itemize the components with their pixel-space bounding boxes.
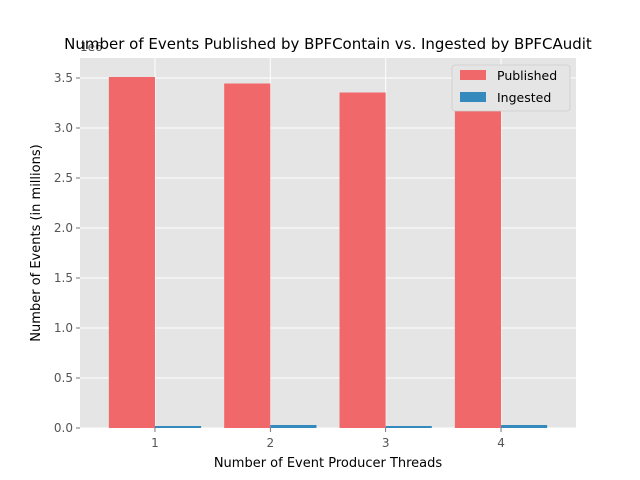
legend-label-published: Published — [497, 68, 557, 83]
x-tick-label: 2 — [267, 436, 275, 450]
bar-published-4 — [454, 87, 502, 428]
y-tick-label: 2.0 — [54, 221, 73, 235]
x-axis-label: Number of Event Producer Threads — [214, 456, 443, 471]
y-tick-label: 1.5 — [54, 271, 73, 285]
bar-published-3 — [339, 92, 386, 428]
legend-swatch-published — [460, 70, 486, 80]
bars — [108, 77, 548, 428]
legend-label-ingested: Ingested — [497, 90, 551, 105]
offset-label: 1e6 — [80, 40, 103, 54]
y-tick-label: 3.5 — [54, 71, 73, 85]
bar-ingested-2 — [270, 425, 317, 428]
y-tick-label: 3.0 — [54, 121, 73, 135]
x-tick-label: 1 — [151, 436, 159, 450]
legend-swatch-ingested — [460, 92, 486, 102]
chart-title: Number of Events Published by BPFContain… — [64, 35, 592, 53]
bar-ingested-1 — [154, 426, 202, 428]
bar-ingested-4 — [501, 425, 548, 428]
y-tick-label: 2.5 — [54, 171, 73, 185]
x-ticks: 1 2 3 4 — [151, 428, 505, 450]
y-tick-label: 0.5 — [54, 371, 73, 385]
x-tick-label: 4 — [497, 436, 505, 450]
y-tick-label: 1.0 — [54, 321, 73, 335]
bar-published-1 — [108, 77, 155, 428]
y-ticks: 0.0 0.5 1.0 1.5 2.0 2.5 3.0 3.5 — [54, 71, 80, 435]
y-tick-label: 0.0 — [54, 421, 73, 435]
bar-published-2 — [224, 83, 271, 428]
x-tick-label: 3 — [382, 436, 390, 450]
y-axis-label: Number of Events (in millions) — [29, 144, 44, 341]
legend: Published Ingested — [451, 64, 571, 112]
bar-ingested-3 — [385, 426, 432, 428]
